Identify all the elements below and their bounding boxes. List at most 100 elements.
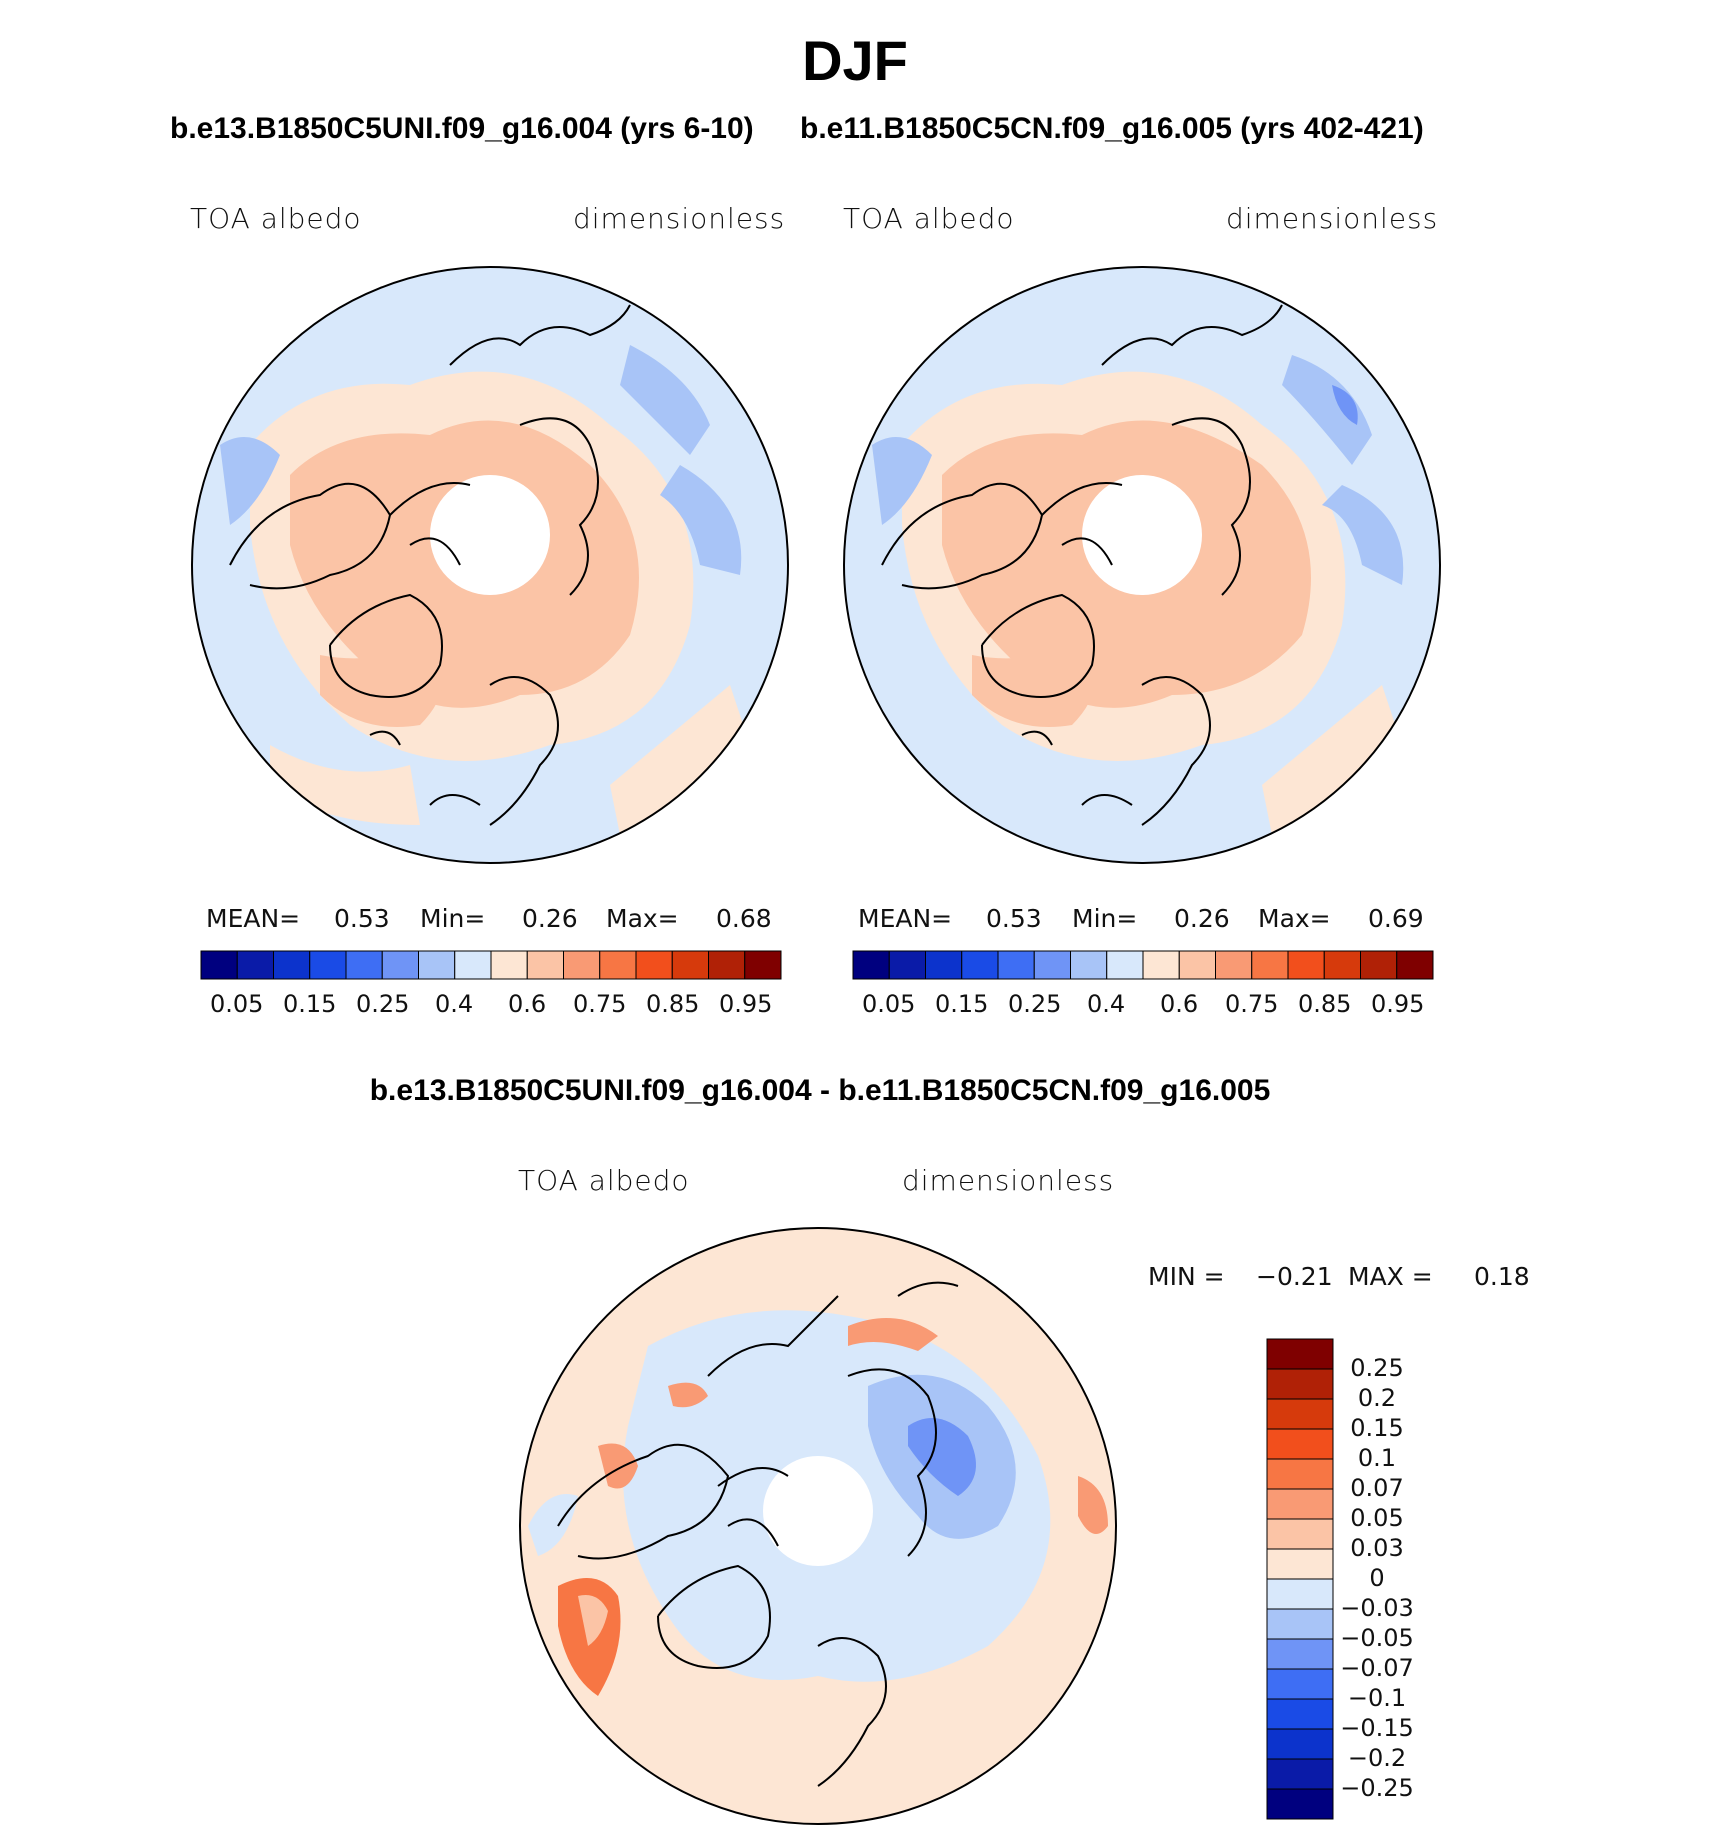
colorbar-swatch xyxy=(1266,1728,1334,1760)
panel2-min-value: 0.26 xyxy=(1174,904,1230,933)
colorbar-swatch xyxy=(1033,950,1071,980)
colorbar-swatch xyxy=(1266,1428,1334,1460)
diff-cbar-tick: −0.1 xyxy=(1347,1684,1407,1712)
colorbar-swatch xyxy=(273,950,311,980)
colorbar-swatch xyxy=(635,950,673,980)
diff-cbar-tick: −0.2 xyxy=(1347,1744,1407,1772)
panel1-cbar-tick: 0.75 xyxy=(573,990,627,1018)
colorbar-swatch xyxy=(1266,1758,1334,1790)
panel2-case-title: b.e11.B1850C5CN.f09_g16.005 (yrs 402-421… xyxy=(800,112,1424,145)
diff-min-label: MIN = xyxy=(1148,1262,1225,1291)
diff-cbar-tick: −0.15 xyxy=(1340,1714,1414,1742)
diff-cbar-tick: −0.25 xyxy=(1340,1774,1414,1802)
colorbar-swatch xyxy=(925,950,963,980)
panel1-polar-map xyxy=(191,266,789,864)
diff-cbar-tick: 0.03 xyxy=(1350,1534,1404,1562)
colorbar-swatch xyxy=(1266,1368,1334,1400)
colorbar-swatch xyxy=(888,950,926,980)
diff-case-title: b.e13.B1850C5UNI.f09_g16.004 - b.e11.B18… xyxy=(369,1074,1271,1107)
panel1-colorbar xyxy=(200,950,782,980)
panel2-cbar-tick: 0.85 xyxy=(1298,990,1352,1018)
panel2-min-label: Min= xyxy=(1072,904,1138,933)
panel2-cbar-tick: 0.25 xyxy=(1008,990,1062,1018)
colorbar-swatch xyxy=(418,950,456,980)
colorbar-swatch xyxy=(1266,1578,1334,1610)
panel1-mean-label: MEAN= xyxy=(206,904,301,933)
diff-cbar-tick: −0.03 xyxy=(1340,1594,1414,1622)
diff-cbar-tick: −0.07 xyxy=(1340,1654,1414,1682)
colorbar-swatch xyxy=(454,950,492,980)
colorbar-swatch xyxy=(1251,950,1289,980)
panel2-max-value: 0.69 xyxy=(1368,904,1424,933)
panel1-max-label: Max= xyxy=(606,904,679,933)
panel1-variable-label: TOA albedo xyxy=(190,202,362,235)
colorbar-swatch xyxy=(997,950,1035,980)
colorbar-swatch xyxy=(1106,950,1144,980)
colorbar-swatch xyxy=(236,950,274,980)
colorbar-swatch xyxy=(1266,1548,1334,1580)
panel2-cbar-tick: 0.4 xyxy=(1087,990,1126,1018)
panel1-cbar-tick: 0.25 xyxy=(356,990,410,1018)
diff-colorbar xyxy=(1266,1338,1334,1820)
panel2-cbar-tick: 0.6 xyxy=(1160,990,1199,1018)
panel1-cbar-tick: 0.05 xyxy=(210,990,264,1018)
colorbar-swatch xyxy=(1396,950,1434,980)
panel2-units-label: dimensionless xyxy=(1226,202,1439,235)
panel2-mean-value: 0.53 xyxy=(986,904,1042,933)
colorbar-swatch xyxy=(961,950,999,980)
colorbar-swatch xyxy=(1323,950,1361,980)
colorbar-swatch xyxy=(309,950,347,980)
colorbar-swatch xyxy=(1266,1518,1334,1550)
diff-polar-map xyxy=(519,1227,1117,1825)
diff-cbar-tick: 0.15 xyxy=(1350,1414,1404,1442)
colorbar-swatch xyxy=(1266,1638,1334,1670)
colorbar-swatch xyxy=(1360,950,1398,980)
colorbar-swatch xyxy=(1266,1398,1334,1430)
panel1-cbar-tick: 0.4 xyxy=(435,990,474,1018)
diff-units-label: dimensionless xyxy=(902,1164,1115,1197)
colorbar-swatch xyxy=(200,950,238,980)
colorbar-swatch xyxy=(1266,1338,1334,1370)
colorbar-swatch xyxy=(345,950,383,980)
panel2-variable-label: TOA albedo xyxy=(843,202,1015,235)
panel1-cbar-tick: 0.15 xyxy=(283,990,337,1018)
diff-cbar-tick: 0.05 xyxy=(1350,1504,1404,1532)
panel1-min-value: 0.26 xyxy=(522,904,578,933)
panel1-min-label: Min= xyxy=(420,904,486,933)
panel1-units-label: dimensionless xyxy=(573,202,786,235)
colorbar-swatch xyxy=(1266,1488,1334,1520)
panel1-cbar-tick: 0.85 xyxy=(646,990,700,1018)
diff-max-label: MAX = xyxy=(1348,1262,1433,1291)
colorbar-swatch xyxy=(599,950,637,980)
panel1-mean-value: 0.53 xyxy=(334,904,390,933)
colorbar-swatch xyxy=(1215,950,1253,980)
colorbar-swatch xyxy=(490,950,528,980)
diff-cbar-tick: 0.07 xyxy=(1350,1474,1404,1502)
panel1-cbar-tick: 0.6 xyxy=(508,990,547,1018)
panel2-mean-label: MEAN= xyxy=(858,904,953,933)
colorbar-swatch xyxy=(381,950,419,980)
panel2-max-label: Max= xyxy=(1258,904,1331,933)
diff-cbar-tick: 0 xyxy=(1369,1564,1385,1592)
colorbar-swatch xyxy=(1266,1698,1334,1730)
panel2-cbar-tick: 0.95 xyxy=(1371,990,1425,1018)
colorbar-swatch xyxy=(1287,950,1325,980)
panel2-cbar-tick: 0.15 xyxy=(935,990,989,1018)
diff-cbar-tick: 0.2 xyxy=(1357,1384,1397,1412)
panel1-case-title: b.e13.B1850C5UNI.f09_g16.004 (yrs 6-10) xyxy=(170,112,754,145)
diff-cbar-tick: −0.05 xyxy=(1340,1624,1414,1652)
colorbar-swatch xyxy=(1266,1458,1334,1490)
diff-variable-label: TOA albedo xyxy=(518,1164,690,1197)
colorbar-swatch xyxy=(1266,1608,1334,1640)
colorbar-swatch xyxy=(1266,1668,1334,1700)
colorbar-swatch xyxy=(1142,950,1180,980)
diff-cbar-tick: 0.1 xyxy=(1357,1444,1397,1472)
colorbar-swatch xyxy=(744,950,782,980)
colorbar-swatch xyxy=(708,950,746,980)
colorbar-swatch xyxy=(852,950,890,980)
panel2-cbar-tick: 0.05 xyxy=(862,990,916,1018)
panel2-polar-map xyxy=(843,266,1441,864)
panel2-cbar-tick: 0.75 xyxy=(1225,990,1279,1018)
diff-max-value: 0.18 xyxy=(1474,1262,1530,1291)
colorbar-swatch xyxy=(1070,950,1108,980)
